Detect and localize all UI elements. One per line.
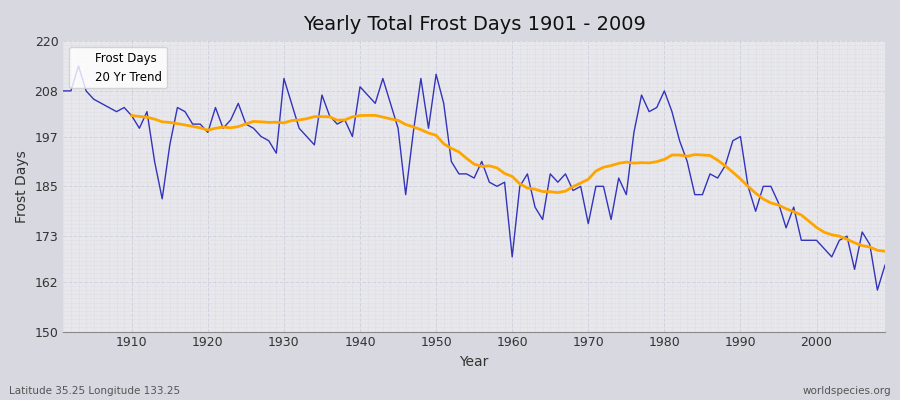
- 20 Yr Trend: [271, 120, 282, 125]
- Line: Frost Days: Frost Days: [63, 66, 885, 290]
- 20 Yr Trend: [126, 113, 137, 118]
- 20 Yr Trend: [362, 113, 373, 118]
- 20 Yr Trend: [583, 177, 594, 182]
- Frost Days: [507, 254, 517, 259]
- Text: worldspecies.org: worldspecies.org: [803, 386, 891, 396]
- Title: Yearly Total Frost Days 1901 - 2009: Yearly Total Frost Days 1901 - 2009: [302, 15, 645, 34]
- Y-axis label: Frost Days: Frost Days: [15, 150, 29, 223]
- Frost Days: [515, 184, 526, 189]
- Frost Days: [872, 288, 883, 292]
- Line: 20 Yr Trend: 20 Yr Trend: [131, 115, 885, 251]
- 20 Yr Trend: [302, 116, 312, 121]
- Frost Days: [126, 114, 137, 118]
- Frost Days: [293, 126, 304, 131]
- Frost Days: [606, 217, 616, 222]
- 20 Yr Trend: [850, 240, 860, 245]
- Frost Days: [58, 88, 68, 93]
- 20 Yr Trend: [826, 232, 837, 237]
- Legend: Frost Days, 20 Yr Trend: Frost Days, 20 Yr Trend: [69, 47, 166, 88]
- Frost Days: [73, 64, 84, 68]
- Frost Days: [339, 118, 350, 122]
- X-axis label: Year: Year: [460, 355, 489, 369]
- 20 Yr Trend: [522, 186, 533, 190]
- 20 Yr Trend: [879, 249, 890, 254]
- Text: Latitude 35.25 Longitude 133.25: Latitude 35.25 Longitude 133.25: [9, 386, 180, 396]
- Frost Days: [879, 263, 890, 268]
